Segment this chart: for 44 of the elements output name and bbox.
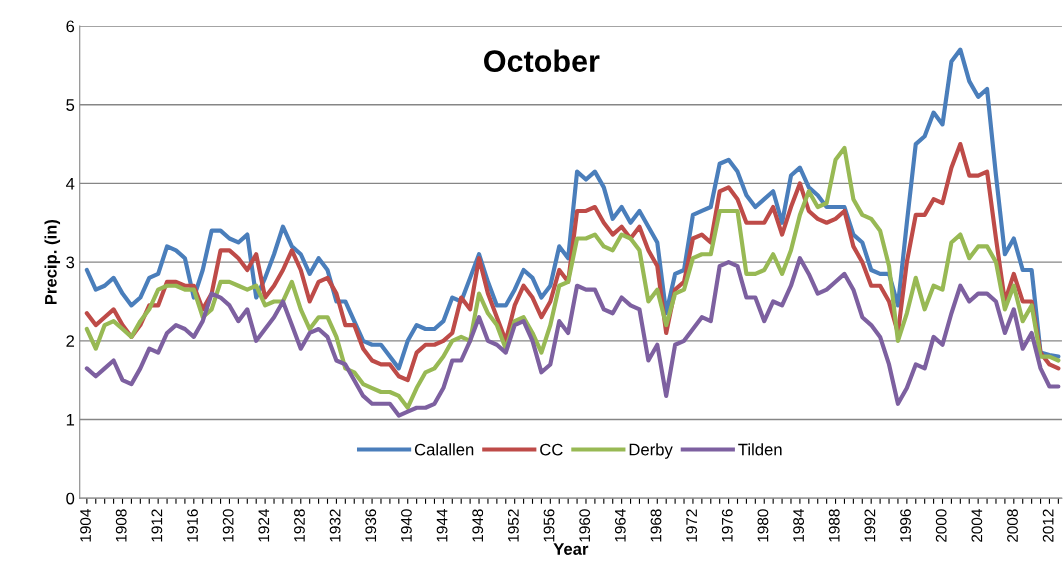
x-tick-label: 1984 <box>793 509 804 542</box>
x-tick-label: 1976 <box>721 509 733 542</box>
x-tick-label: 1992 <box>864 509 876 542</box>
x-tick-label: 1952 <box>507 509 519 542</box>
x-tick-label: 1980 <box>757 509 769 542</box>
x-tick-label: 1908 <box>115 509 127 542</box>
x-tick-label: 1964 <box>614 509 626 542</box>
line-series <box>84 47 1061 371</box>
text: October <box>484 49 600 72</box>
x-axis-title: Year <box>553 543 589 555</box>
y-axis-title: Precip. (in) <box>44 219 61 305</box>
x-tick-label: 1948 <box>472 509 484 542</box>
x-tick-label: 2012 <box>1042 509 1054 542</box>
y-tick-label: 2 <box>66 335 75 347</box>
y-tick-label: 1 <box>66 414 75 426</box>
legend-label: Calallen <box>414 443 474 456</box>
y-tick-label: 5 <box>66 99 75 111</box>
y-tick-label: 6 <box>66 20 75 33</box>
x-tick-label: 1944 <box>436 509 448 542</box>
x-tick-label: 2004 <box>971 509 983 542</box>
x-tick-label: 2000 <box>935 509 947 542</box>
x-tick-label: 1912 <box>151 509 163 542</box>
x-tick-label: 1916 <box>187 509 198 542</box>
y-tick-label: 3 <box>66 256 75 269</box>
x-tick-label: 1932 <box>329 509 341 542</box>
x-tick-label: 1956 <box>543 509 555 542</box>
legend-label: Tilden <box>738 443 782 456</box>
x-tick-label: 1968 <box>650 509 662 542</box>
x-tick-label: 1988 <box>828 509 840 542</box>
x-tick-label: 1920 <box>222 509 234 542</box>
x-tick-label: 1924 <box>258 509 270 542</box>
x-tick-label: 1996 <box>900 509 911 542</box>
x-tick-label: 1960 <box>579 509 591 542</box>
x-tick-label: 1936 <box>365 509 377 542</box>
y-tick-label: 0 <box>66 492 75 505</box>
line-series <box>84 256 1061 418</box>
x-tick-label: 1972 <box>686 509 698 542</box>
x-tick-label: 1940 <box>401 509 412 542</box>
x-tick-label: 1904 <box>80 509 91 542</box>
legend-label: Derby <box>629 443 673 459</box>
x-tick-label: 1928 <box>294 509 305 542</box>
y-tick-label: 4 <box>65 177 75 190</box>
legend-label: CC <box>540 443 563 456</box>
x-tick-label: 2008 <box>1007 509 1018 542</box>
